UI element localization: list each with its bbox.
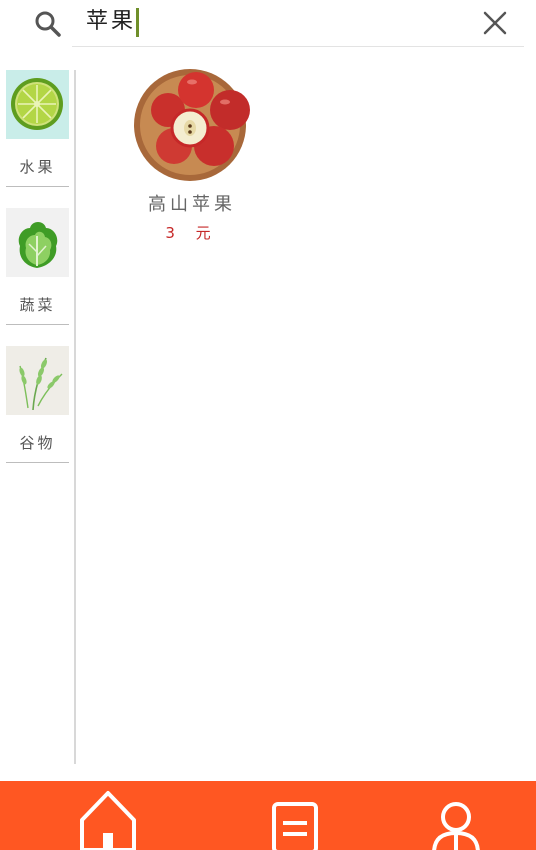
tab-home[interactable] bbox=[76, 789, 140, 850]
product-card[interactable]: 高山苹果 3 元 bbox=[124, 62, 260, 252]
tab-profile[interactable] bbox=[424, 789, 488, 850]
tab-orders[interactable] bbox=[264, 789, 328, 850]
lettuce-image bbox=[6, 208, 69, 277]
sidebar-item-grains[interactable]: 谷物 bbox=[6, 346, 69, 463]
close-icon[interactable] bbox=[480, 8, 510, 38]
search-query[interactable]: 苹果 bbox=[86, 9, 137, 34]
search-bar: 苹果 bbox=[0, 0, 536, 48]
apple-bowl-image bbox=[130, 66, 258, 182]
orders-icon bbox=[272, 802, 318, 850]
sidebar-item-fruit[interactable]: 水果 bbox=[6, 70, 69, 187]
sidebar-item-vegetables[interactable]: 蔬菜 bbox=[6, 208, 69, 325]
user-icon bbox=[432, 802, 480, 850]
lime-slice-image bbox=[6, 70, 69, 139]
home-icon bbox=[80, 791, 136, 850]
bottom-tabbar bbox=[0, 781, 536, 850]
sidebar-item-label: 谷物 bbox=[19, 434, 56, 452]
wheat-image bbox=[6, 346, 69, 415]
sidebar-item-label: 水果 bbox=[19, 158, 56, 176]
product-price: 3 元 bbox=[165, 224, 219, 242]
sidebar-item-label: 蔬菜 bbox=[19, 296, 56, 314]
search-icon[interactable] bbox=[30, 8, 64, 38]
category-sidebar: 水果 蔬菜 bbox=[0, 70, 76, 764]
search-input[interactable]: 苹果 bbox=[72, 0, 524, 47]
product-name: 高山苹果 bbox=[148, 194, 236, 215]
text-caret bbox=[136, 8, 139, 37]
